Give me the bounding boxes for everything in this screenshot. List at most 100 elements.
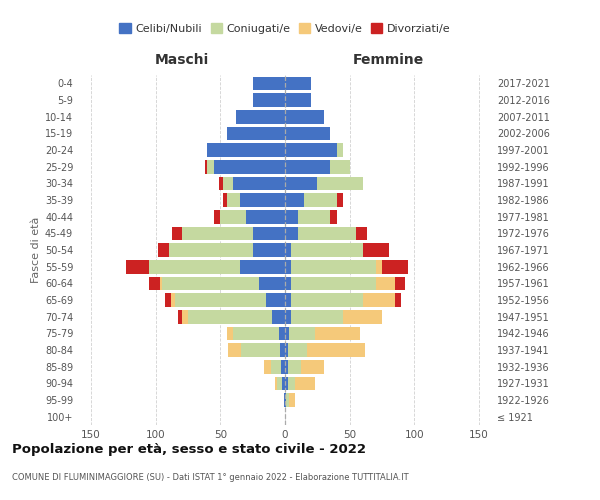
Bar	[266, 293, 285, 307]
Bar	[337, 143, 343, 157]
Bar	[283, 376, 285, 390]
Bar	[253, 76, 285, 90]
Bar	[330, 160, 350, 173]
Bar	[285, 276, 292, 290]
Bar	[160, 276, 162, 290]
Bar	[172, 226, 182, 240]
Bar	[362, 243, 389, 257]
Bar	[292, 276, 376, 290]
Bar	[289, 326, 315, 340]
Bar	[285, 376, 287, 390]
Bar	[233, 176, 285, 190]
Bar	[298, 210, 330, 224]
Bar	[285, 243, 292, 257]
Bar	[382, 260, 408, 274]
Bar	[285, 260, 292, 274]
Bar	[285, 393, 286, 407]
Bar	[285, 93, 311, 107]
Bar	[278, 326, 285, 340]
Bar	[285, 143, 337, 157]
Bar	[395, 293, 401, 307]
Bar	[285, 126, 330, 140]
Bar	[285, 110, 324, 124]
Bar	[292, 293, 362, 307]
Bar	[214, 160, 285, 173]
Bar	[295, 376, 315, 390]
Bar	[285, 210, 298, 224]
Bar	[285, 293, 292, 307]
Y-axis label: Fasce di età: Fasce di età	[31, 217, 41, 283]
Bar	[227, 193, 240, 207]
Bar	[315, 326, 360, 340]
Bar	[149, 276, 160, 290]
Bar	[287, 376, 295, 390]
Bar	[307, 343, 365, 357]
Bar	[208, 160, 214, 173]
Bar	[126, 260, 149, 274]
Text: Maschi: Maschi	[154, 54, 209, 68]
Bar	[362, 293, 395, 307]
Bar	[301, 360, 324, 374]
Bar	[175, 293, 266, 307]
Bar	[227, 326, 233, 340]
Bar	[317, 176, 362, 190]
Bar	[280, 343, 285, 357]
Bar	[253, 93, 285, 107]
Bar	[223, 193, 227, 207]
Bar	[287, 343, 307, 357]
Bar	[182, 226, 253, 240]
Bar	[281, 360, 285, 374]
Bar	[171, 293, 175, 307]
Bar	[330, 210, 337, 224]
Bar	[286, 393, 289, 407]
Bar	[188, 310, 272, 324]
Bar	[214, 210, 220, 224]
Bar	[241, 343, 280, 357]
Bar	[285, 226, 298, 240]
Bar	[275, 376, 277, 390]
Bar	[337, 193, 343, 207]
Text: Popolazione per età, sesso e stato civile - 2022: Popolazione per età, sesso e stato civil…	[12, 442, 366, 456]
Bar	[304, 193, 337, 207]
Bar	[285, 360, 287, 374]
Bar	[298, 226, 356, 240]
Bar	[292, 243, 362, 257]
Bar	[287, 360, 301, 374]
Bar	[219, 176, 223, 190]
Bar	[205, 160, 208, 173]
Bar	[285, 160, 330, 173]
Bar	[182, 310, 188, 324]
Bar	[253, 226, 285, 240]
Bar	[240, 260, 285, 274]
Bar	[285, 176, 317, 190]
Bar	[376, 260, 382, 274]
Bar	[233, 326, 278, 340]
Bar	[253, 243, 285, 257]
Bar	[228, 343, 241, 357]
Bar	[178, 310, 182, 324]
Bar	[289, 393, 295, 407]
Bar	[272, 310, 285, 324]
Text: Femmine: Femmine	[353, 54, 424, 68]
Bar	[356, 226, 367, 240]
Bar	[292, 310, 343, 324]
Bar	[285, 193, 304, 207]
Bar	[395, 276, 406, 290]
Bar	[285, 76, 311, 90]
Bar	[158, 243, 169, 257]
Bar	[164, 293, 171, 307]
Legend: Celibi/Nubili, Coniugati/e, Vedovi/e, Divorziati/e: Celibi/Nubili, Coniugati/e, Vedovi/e, Di…	[117, 21, 453, 36]
Bar	[284, 393, 285, 407]
Bar	[265, 360, 271, 374]
Bar	[292, 260, 376, 274]
Bar	[240, 193, 285, 207]
Text: COMUNE DI FLUMINIMAGGIORE (SU) - Dati ISTAT 1° gennaio 2022 - Elaborazione TUTTI: COMUNE DI FLUMINIMAGGIORE (SU) - Dati IS…	[12, 472, 409, 482]
Bar	[223, 176, 233, 190]
Bar	[285, 326, 289, 340]
Bar	[259, 276, 285, 290]
Bar	[162, 276, 259, 290]
Bar	[277, 376, 283, 390]
Bar	[343, 310, 382, 324]
Bar	[271, 360, 281, 374]
Bar	[208, 143, 285, 157]
